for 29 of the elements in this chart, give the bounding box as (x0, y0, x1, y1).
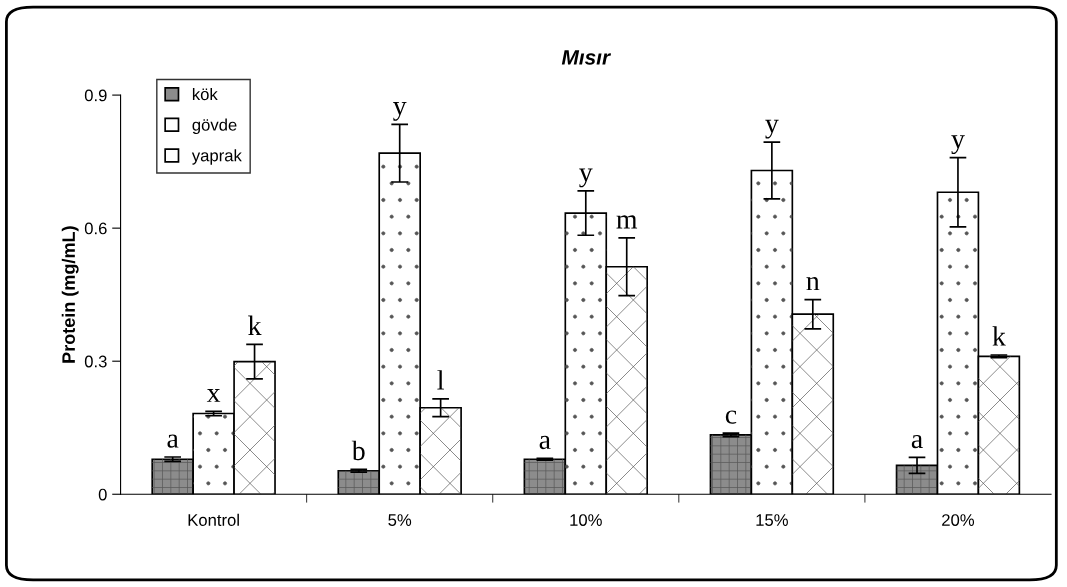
data-label: x (206, 389, 221, 402)
data-label: c (725, 410, 737, 424)
data-label: l (437, 370, 444, 390)
data-label: y (393, 102, 407, 121)
data-label: y (951, 135, 965, 155)
legend-label: kök (192, 87, 218, 101)
data-label: k (992, 326, 1006, 346)
y-axis-title: Protein (mg/mL) (61, 226, 79, 363)
x-tick-label: 15% (756, 514, 788, 526)
x-tick-label: Kontrol (188, 513, 239, 526)
y-tick-label: 0.3 (84, 355, 107, 368)
data-label: n (806, 277, 820, 291)
data-label: a (911, 434, 923, 449)
legend-label: yaprak (191, 149, 242, 165)
data-label: y (579, 168, 593, 188)
data-label: y (765, 119, 779, 139)
y-tick-label: 0 (98, 488, 107, 501)
x-tick-label: 10% (570, 514, 602, 526)
data-label: k (248, 315, 262, 335)
y-tick-label: 0.9 (84, 89, 107, 102)
data-label: b (351, 440, 365, 461)
chart-title: Mısır (561, 50, 612, 65)
data-label: a (167, 434, 179, 448)
data-label: m (616, 215, 638, 229)
legend-label: gövde (192, 118, 237, 135)
x-tick-label: 20% (942, 514, 975, 526)
data-label: a (539, 435, 551, 450)
y-tick-label: 0.6 (84, 222, 107, 235)
x-tick-label: 5% (388, 514, 412, 526)
